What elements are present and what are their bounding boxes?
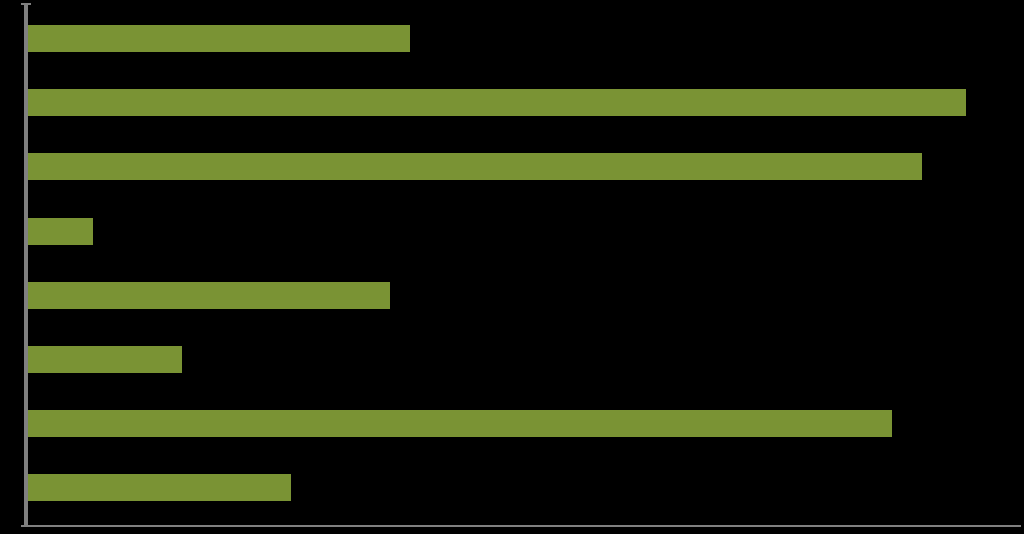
bar [28,25,410,52]
bar [28,282,390,309]
bars-container [24,3,1021,527]
bar [28,153,922,180]
bar [28,474,291,501]
bar [28,346,182,373]
bar-chart [24,3,1021,527]
bar [28,89,966,116]
bar [28,410,892,437]
bar [28,218,93,245]
